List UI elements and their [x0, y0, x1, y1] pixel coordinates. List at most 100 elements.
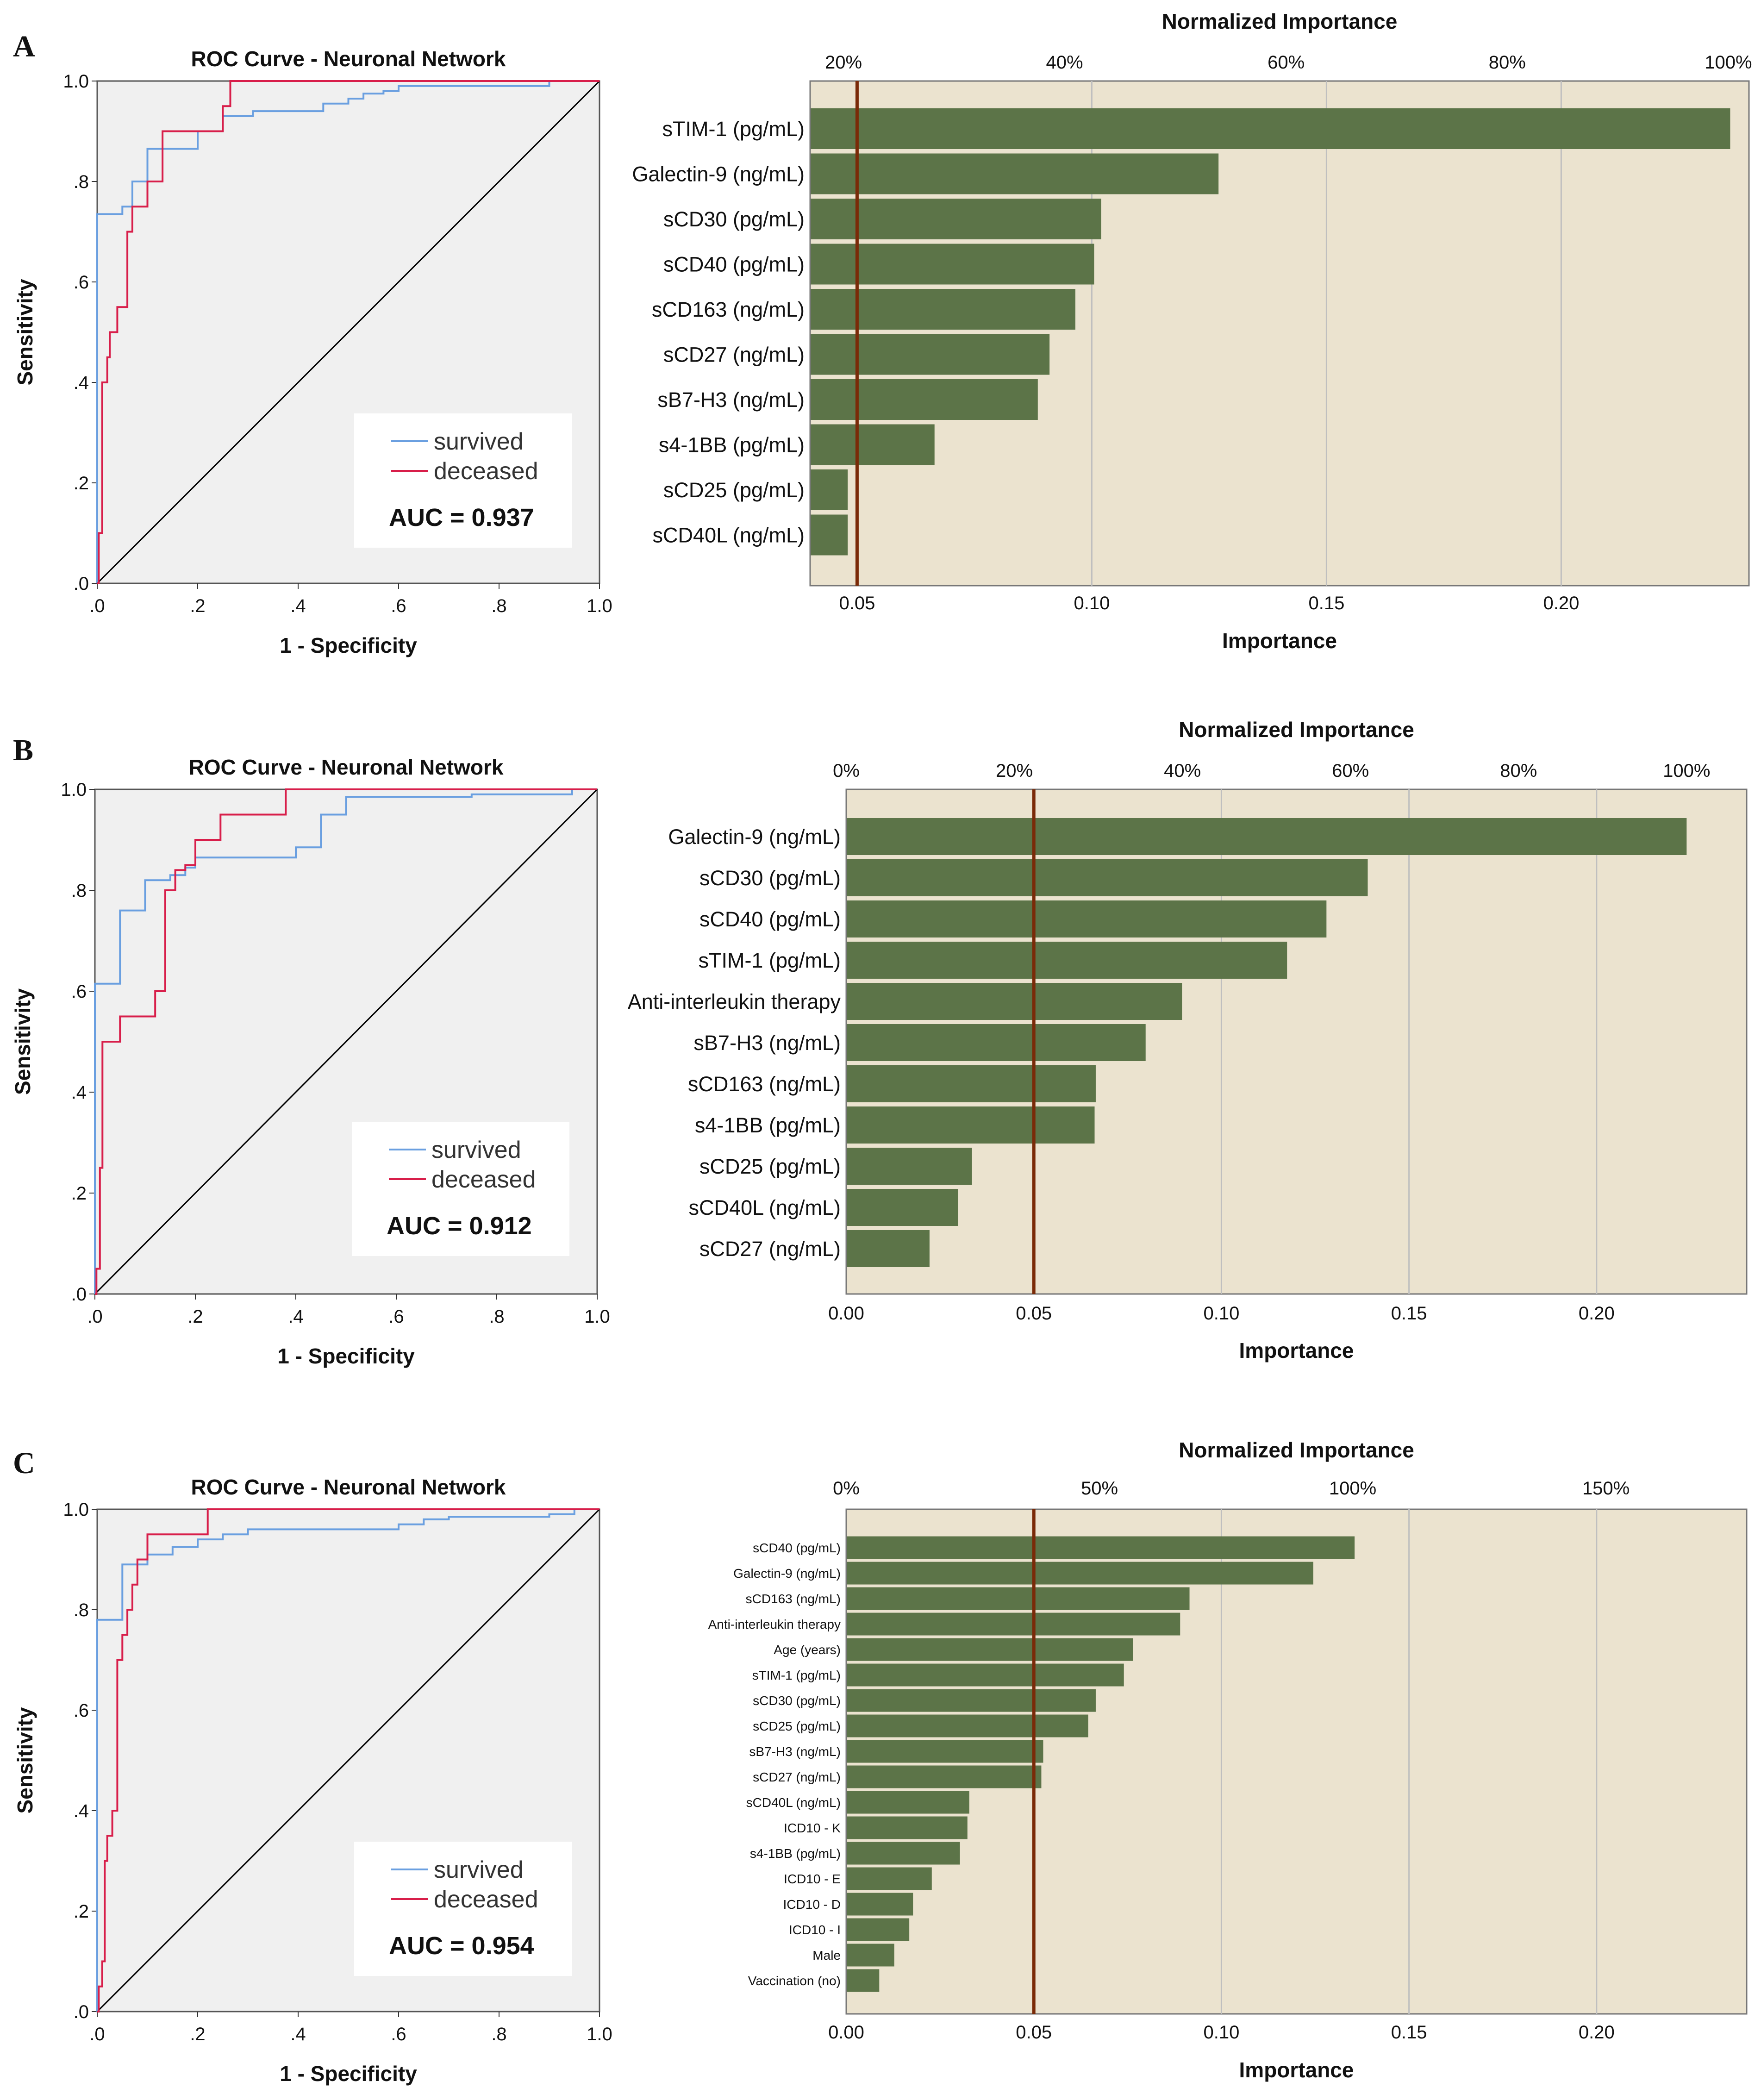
feature-label: ICD10 - E — [784, 1872, 841, 1886]
roc-legend-box — [352, 1122, 569, 1256]
legend-label-survived: survived — [431, 1137, 521, 1163]
roc-curve-deceased — [97, 1508, 599, 2012]
feature-label: Age (years) — [774, 1643, 841, 1657]
importance-bar — [811, 334, 1050, 375]
roc-chart: ROC Curve - Neuronal Network .0.0 .2 .2 .4 .4… — [13, 1475, 612, 2086]
roc-y-tick-label: .2 — [71, 1183, 87, 1204]
roc-title: ROC Curve - Neuronal Network — [189, 755, 504, 779]
feature-label: sCD30 (pg/mL) — [663, 207, 805, 231]
roc-y-tick-label: 1.0 — [61, 780, 87, 800]
roc-y-tick-label: .0 — [74, 574, 89, 594]
feature-label: sTIM-1 (pg/mL) — [698, 949, 841, 972]
feature-label: s4-1BB (pg/mL) — [695, 1113, 841, 1137]
feature-label: sCD27 (ng/mL) — [699, 1237, 841, 1261]
importance-bar — [847, 1969, 880, 1992]
importance-bar — [847, 1065, 1096, 1102]
importance-bar — [847, 818, 1687, 855]
roc-y-tick-label: .4 — [74, 373, 89, 393]
roc-chart: ROC Curve - Neuronal Network .0.0 .2 .2 .4 .4… — [13, 47, 612, 657]
feature-label: sCD27 (ng/mL) — [753, 1770, 841, 1784]
normalized-tick-label: 60% — [1268, 52, 1305, 73]
importance-bar — [847, 1816, 968, 1839]
importance-bar — [811, 379, 1038, 420]
importance-tick-label: 0.05 — [1016, 2022, 1052, 2043]
roc-legend-box — [354, 413, 572, 548]
importance-bar — [811, 469, 848, 510]
roc-reference-diagonal — [96, 80, 600, 584]
importance-bar — [847, 1189, 958, 1226]
feature-label: Galectin-9 (ng/mL) — [733, 1566, 841, 1581]
roc-x-tick-label: .0 — [89, 596, 105, 616]
importance-bar — [847, 1663, 1124, 1687]
auc-value: AUC = 0.912 — [387, 1212, 532, 1240]
feature-label: sTIM-1 (pg/mL) — [662, 117, 805, 141]
panel-letter: A — [13, 30, 35, 63]
feature-label: sB7-H3 (ng/mL) — [693, 1031, 841, 1055]
roc-x-tick-label: .2 — [187, 1306, 203, 1327]
roc-y-tick-label: 1.0 — [63, 71, 89, 92]
importance-tick-label: 0.00 — [828, 2022, 864, 2043]
roc-title: ROC Curve - Neuronal Network — [191, 47, 506, 71]
roc-x-tick-label: .4 — [288, 1306, 303, 1327]
legend-label-deceased: deceased — [431, 1166, 536, 1193]
feature-label: sCD25 (pg/mL) — [699, 1155, 841, 1178]
normalized-importance-title: Normalized Importance — [1162, 9, 1398, 33]
importance-tick-label: 0.00 — [828, 1303, 864, 1324]
importance-axis-label: Importance — [1239, 1338, 1354, 1362]
roc-x-axis-label: 1 - Specificity — [277, 1344, 415, 1368]
feature-label: Male — [812, 1948, 841, 1962]
importance-bar — [847, 1893, 913, 1916]
feature-label: sCD40L (ng/mL) — [746, 1795, 841, 1810]
feature-label: Anti-interleukin therapy — [628, 990, 841, 1013]
feature-label: sCD40 (pg/mL) — [663, 253, 805, 276]
normalized-tick-label: 20% — [825, 52, 862, 73]
panel-b: B ROC Curve - Neuronal Network .0.0 .2 .2 .4.… — [11, 718, 1748, 1368]
normalized-tick-label: 0% — [833, 1478, 860, 1499]
feature-label: Galectin-9 (ng/mL) — [632, 162, 805, 186]
importance-bar — [811, 514, 848, 556]
feature-label: sCD27 (ng/mL) — [663, 343, 805, 367]
roc-curve-deceased — [95, 788, 597, 1295]
feature-label: sCD25 (pg/mL) — [753, 1719, 841, 1733]
roc-x-tick-label: .2 — [190, 596, 205, 616]
panel-c: C ROC Curve - Neuronal Network .0.0 .2 .2 .4.… — [13, 1438, 1748, 2086]
roc-curve-deceased — [97, 80, 599, 584]
normalized-tick-label: 150% — [1582, 1478, 1630, 1499]
importance-tick-label: 0.10 — [1203, 2022, 1239, 2043]
importance-axis-label: Importance — [1222, 629, 1337, 653]
normalized-importance-title: Normalized Importance — [1179, 718, 1414, 742]
normalized-tick-label: 100% — [1329, 1478, 1376, 1499]
roc-legend: survived deceased AUC = 0.937 — [354, 413, 572, 548]
roc-legend: survived deceased AUC = 0.912 — [352, 1122, 569, 1256]
importance-bar — [847, 1944, 894, 1967]
feature-label: sCD163 (ng/mL) — [688, 1072, 841, 1096]
roc-title: ROC Curve - Neuronal Network — [191, 1475, 506, 1499]
importance-bar — [847, 900, 1327, 938]
feature-label: sCD40L (ng/mL) — [689, 1196, 841, 1219]
importance-bar — [811, 153, 1219, 194]
roc-y-tick-label: 1.0 — [63, 1500, 89, 1520]
roc-x-axis-label: 1 - Specificity — [280, 2062, 417, 2086]
importance-bar — [847, 1740, 1043, 1763]
legend-label-deceased: deceased — [434, 1886, 538, 1913]
importance-tick-label: 0.05 — [1016, 1303, 1052, 1324]
roc-y-tick-label: .6 — [74, 1700, 89, 1721]
feature-label: Anti-interleukin therapy — [708, 1617, 841, 1631]
feature-label: sB7-H3 (ng/mL) — [749, 1744, 841, 1759]
feature-label: sCD30 (pg/mL) — [753, 1694, 841, 1708]
importance-axis-label: Importance — [1239, 2058, 1354, 2082]
importance-tick-label: 0.20 — [1579, 1303, 1615, 1324]
importance-tick-label: 0.15 — [1391, 2022, 1427, 2043]
roc-y-axis-label: Sensitivity — [13, 279, 37, 386]
roc-x-tick-label: .6 — [388, 1306, 404, 1327]
importance-bar — [847, 1562, 1313, 1585]
importance-bar — [847, 942, 1287, 979]
normalized-tick-label: 50% — [1081, 1478, 1118, 1499]
feature-label: Vaccination (no) — [748, 1974, 841, 1988]
feature-label: sCD30 (pg/mL) — [699, 866, 841, 890]
roc-x-tick-label: .6 — [391, 2024, 406, 2044]
roc-x-tick-label: 1.0 — [587, 2024, 612, 2044]
panel-letter: B — [13, 733, 33, 767]
roc-chart: ROC Curve - Neuronal Network .0.0 .2 .2 .4 .4… — [11, 755, 610, 1368]
importance-bar — [811, 108, 1730, 149]
